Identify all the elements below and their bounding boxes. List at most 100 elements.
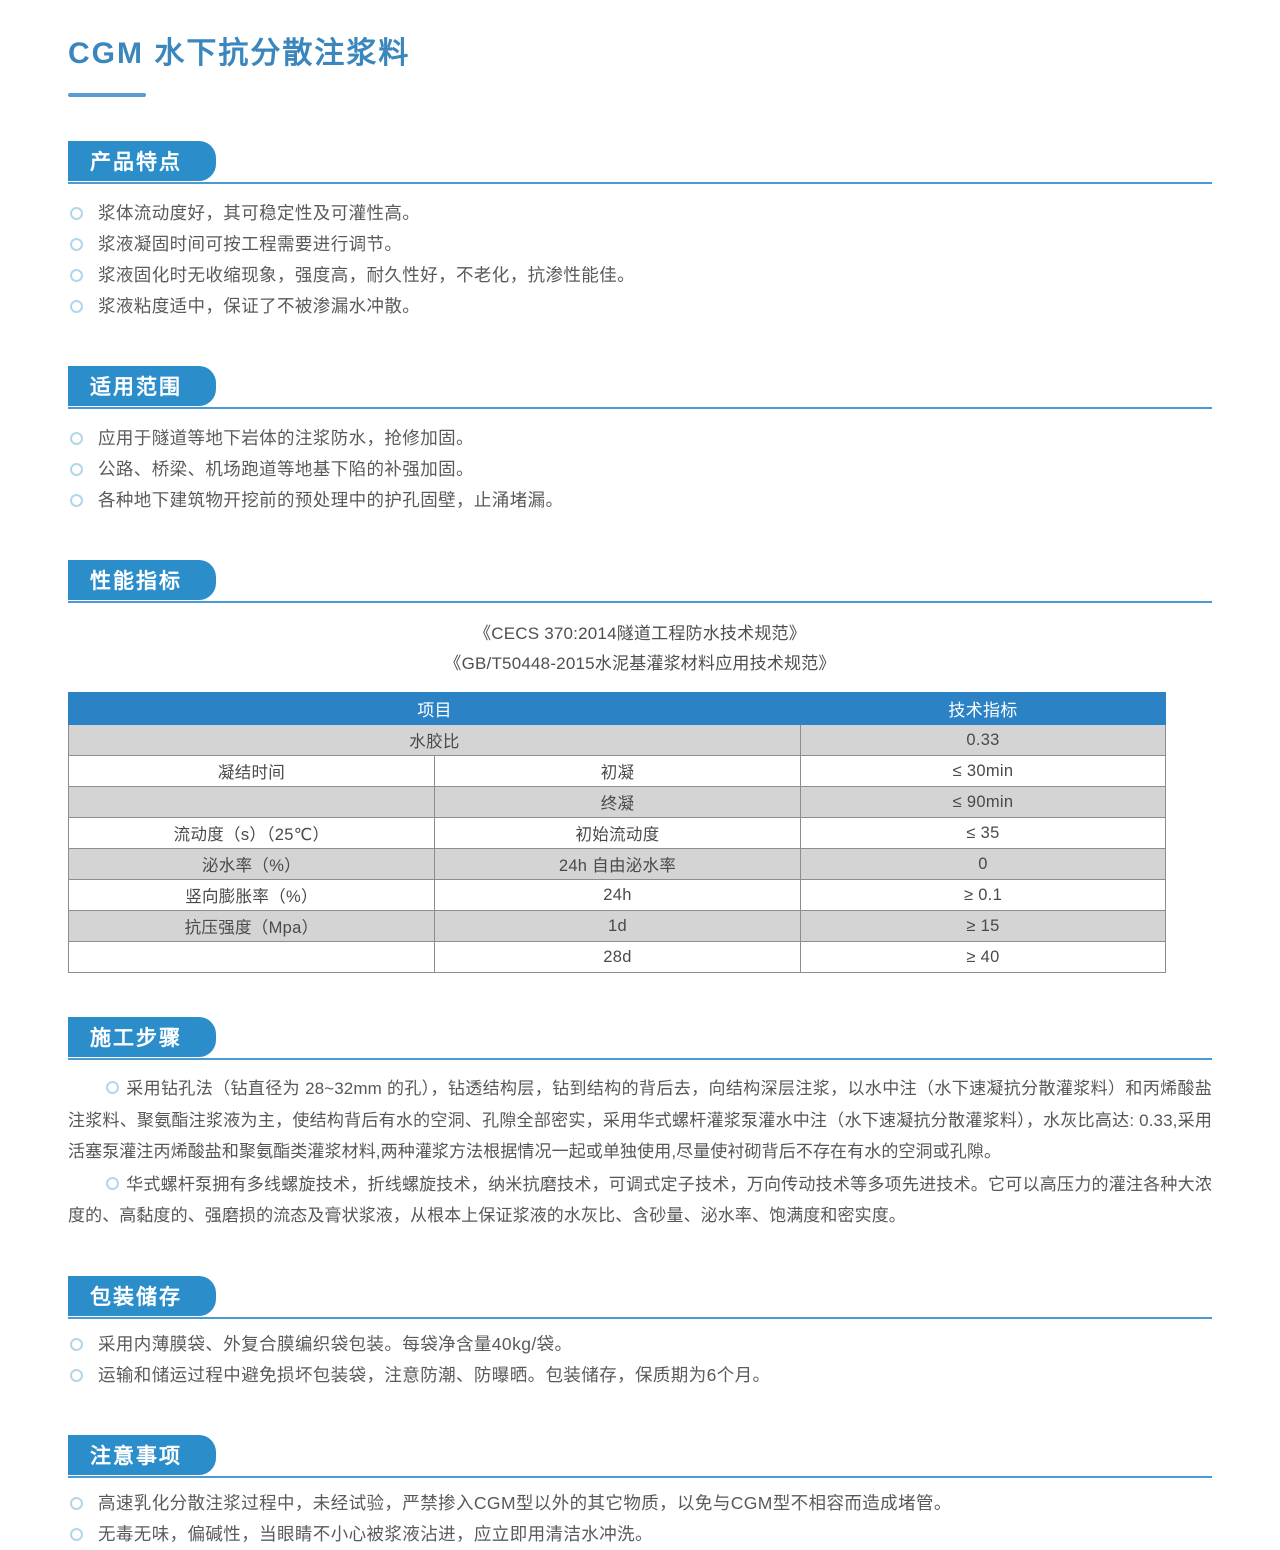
section-performance: 性能指标 《CECS 370:2014隧道工程防水技术规范》 《GB/T5044…: [67, 560, 1212, 974]
ring-bullet-icon: [70, 1368, 83, 1382]
ring-bullet-icon: [70, 463, 83, 477]
ring-bullet-icon: [106, 1081, 119, 1095]
column-header-item: 项目: [67, 692, 802, 726]
list-item: 浆液粘度适中，保证了不被渗漏水冲散。: [68, 291, 1212, 322]
section-divider-line: [68, 407, 1212, 410]
table-row: 竖向膨胀率（%） 24h ≥ 0.1: [68, 879, 1167, 912]
cell-spec: ≤ 35: [800, 817, 1167, 850]
standard-line: 《GB/T50448-2015水泥基灌浆材料应用技术规范》: [444, 654, 836, 674]
ring-bullet-icon: [70, 432, 83, 446]
table-row: 终凝 ≤ 90min: [68, 786, 1167, 819]
list-item-text: 浆液凝固时间可按工程需要进行调节。: [98, 234, 403, 255]
ring-bullet-icon: [70, 1337, 83, 1351]
list-item-text: 无毒无味，偏碱性，当眼睛不小心被浆液沾进，应立即用清洁水冲洗。: [98, 1523, 653, 1544]
list-item: 高速乳化分散注浆过程中，未经试验，严禁掺入CGM型以外的其它物质，以免与CGM型…: [68, 1488, 1212, 1519]
list-item-text: 高速乳化分散注浆过程中，未经试验，严禁掺入CGM型以外的其它物质，以免与CGM型…: [98, 1492, 952, 1513]
list-item-text: 采用内薄膜袋、外复合膜编织袋包装。每袋净含量40kg/袋。: [98, 1333, 573, 1354]
table-row: 水胶比 0.33: [67, 724, 1167, 757]
page-title: CGM 水下抗分散注浆料: [68, 37, 411, 71]
notes-list: 高速乳化分散注浆过程中，未经试验，严禁掺入CGM型以外的其它物质，以免与CGM型…: [68, 1488, 1212, 1550]
column-header-spec: 技术指标: [800, 692, 1167, 726]
section-header-steps: 施工步骤: [68, 1017, 1212, 1061]
cell-subitem: 初凝: [433, 755, 802, 788]
section-tab-label: 性能指标: [68, 560, 216, 601]
list-item-text: 公路、桥梁、机场跑道等地基下陷的补强加固。: [98, 459, 474, 480]
cell-item: 抗压强度（Mpa）: [68, 910, 435, 943]
ring-bullet-icon: [70, 1496, 83, 1510]
cell-spec: 0.33: [800, 724, 1167, 757]
section-steps: 施工步骤 采用钻孔法（钻直径为 28~32mm 的孔），钻透结构层，钻到结构的背…: [68, 1017, 1212, 1232]
list-item-text: 各种地下建筑物开挖前的预处理中的护孔固壁，止涌堵漏。: [98, 490, 564, 511]
ring-bullet-icon: [70, 1527, 83, 1541]
product-datasheet-page: CGM 水下抗分散注浆料 产品特点 浆体流动度好，其可稳定性及可灌性高。 浆液凝…: [0, 20, 1280, 1550]
cell-item: [68, 786, 435, 819]
ring-bullet-icon: [70, 269, 83, 283]
section-tab-label: 包装储存: [68, 1275, 216, 1316]
section-divider-line: [68, 601, 1212, 604]
cell-subitem: 24h: [433, 879, 802, 912]
section-header-notes: 注意事项: [68, 1434, 1212, 1478]
section-divider-line: [68, 1058, 1212, 1061]
step-paragraph: 采用钻孔法（钻直径为 28~32mm 的孔），钻透结构层，钻到结构的背后去，向结…: [68, 1073, 1212, 1168]
step-paragraph: 华式螺杆泵拥有多线螺旋技术，折线螺旋技术，纳米抗磨技术，可调式定子技术，万向传动…: [68, 1169, 1212, 1232]
section-features: 产品特点 浆体流动度好，其可稳定性及可灌性高。 浆液凝固时间可按工程需要进行调节…: [68, 141, 1212, 322]
section-header-features: 产品特点: [68, 141, 1212, 185]
table-row: 凝结时间 初凝 ≤ 30min: [68, 755, 1167, 788]
cell-subitem: 初始流动度: [433, 817, 802, 850]
section-header-performance: 性能指标: [68, 560, 1212, 604]
cell-spec: ≥ 0.1: [800, 879, 1167, 912]
section-tab-label: 施工步骤: [68, 1017, 216, 1058]
section-notes: 注意事项 高速乳化分散注浆过程中，未经试验，严禁掺入CGM型以外的其它物质，以免…: [68, 1434, 1212, 1550]
cell-subitem: 终凝: [433, 786, 802, 819]
table-row: 流动度（s）（25℃） 初始流动度 ≤ 35: [68, 817, 1167, 850]
section-header-scope: 适用范围: [68, 366, 1212, 410]
features-list: 浆体流动度好，其可稳定性及可灌性高。 浆液凝固时间可按工程需要进行调节。 浆液固…: [68, 198, 1212, 322]
ring-bullet-icon: [70, 238, 83, 252]
section-tab-label: 注意事项: [68, 1434, 216, 1475]
standards-references: 《CECS 370:2014隧道工程防水技术规范》 《GB/T50448-201…: [68, 619, 1212, 679]
cell-item: 流动度（s）（25℃）: [68, 817, 435, 850]
list-item-text: 浆液粘度适中，保证了不被渗漏水冲散。: [98, 296, 421, 317]
list-item: 各种地下建筑物开挖前的预处理中的护孔固壁，止涌堵漏。: [68, 485, 1212, 516]
section-header-packaging: 包装储存: [68, 1275, 1212, 1319]
ring-bullet-icon: [70, 207, 83, 221]
ring-bullet-icon: [70, 300, 83, 314]
cell-item: 竖向膨胀率（%）: [68, 879, 435, 912]
list-item-text: 浆液固化时无收缩现象，强度高，耐久性好，不老化，抗渗性能佳。: [98, 265, 635, 286]
list-item: 公路、桥梁、机场跑道等地基下陷的补强加固。: [68, 454, 1212, 485]
cell-subitem: 24h 自由泌水率: [433, 848, 802, 881]
cell-subitem: 1d: [433, 910, 802, 943]
spec-table: 项目 技术指标 水胶比 0.33 凝结时间 初凝 ≤ 30min 终凝 ≤ 90…: [67, 692, 1167, 974]
section-packaging: 包装储存 采用内薄膜袋、外复合膜编织袋包装。每袋净含量40kg/袋。 运输和储运…: [68, 1275, 1212, 1391]
table-row: 泌水率（%） 24h 自由泌水率 0: [68, 848, 1167, 881]
cell-spec: 0: [800, 848, 1167, 881]
list-item: 浆体流动度好，其可稳定性及可灌性高。: [68, 198, 1212, 229]
cell-spec: ≥ 15: [800, 910, 1167, 943]
list-item: 应用于隧道等地下岩体的注浆防水，抢修加固。: [68, 423, 1212, 454]
title-underline-rule: [68, 93, 146, 98]
list-item: 浆液凝固时间可按工程需要进行调节。: [68, 229, 1212, 260]
table-row: 抗压强度（Mpa） 1d ≥ 15: [68, 910, 1167, 943]
cell-item: 水胶比: [67, 724, 802, 757]
list-item-text: 运输和储运过程中避免损坏包装袋，注意防潮、防曝晒。包装储存，保质期为6个月。: [98, 1364, 771, 1385]
section-divider-line: [68, 182, 1212, 185]
list-item: 无毒无味，偏碱性，当眼睛不小心被浆液沾进，应立即用清洁水冲洗。: [68, 1519, 1212, 1550]
cell-spec: ≥ 40: [800, 941, 1167, 974]
list-item: 采用内薄膜袋、外复合膜编织袋包装。每袋净含量40kg/袋。: [68, 1329, 1212, 1360]
cell-spec: ≤ 30min: [800, 755, 1167, 788]
ring-bullet-icon: [70, 494, 83, 508]
section-tab-label: 适用范围: [68, 366, 216, 407]
step-paragraph-text: 采用钻孔法（钻直径为 28~32mm 的孔），钻透结构层，钻到结构的背后去，向结…: [68, 1079, 1212, 1162]
cell-subitem: 28d: [433, 941, 802, 974]
cell-item: [68, 941, 435, 974]
table-header-row: 项目 技术指标: [67, 692, 1167, 726]
packaging-list: 采用内薄膜袋、外复合膜编织袋包装。每袋净含量40kg/袋。 运输和储运过程中避免…: [68, 1329, 1212, 1391]
step-paragraph-text: 华式螺杆泵拥有多线螺旋技术，折线螺旋技术，纳米抗磨技术，可调式定子技术，万向传动…: [68, 1174, 1212, 1226]
section-tab-label: 产品特点: [68, 141, 216, 182]
list-item: 运输和储运过程中避免损坏包装袋，注意防潮、防曝晒。包装储存，保质期为6个月。: [68, 1360, 1212, 1391]
list-item: 浆液固化时无收缩现象，强度高，耐久性好，不老化，抗渗性能佳。: [68, 260, 1212, 291]
cell-spec: ≤ 90min: [800, 786, 1167, 819]
section-divider-line: [68, 1316, 1212, 1319]
table-row: 28d ≥ 40: [68, 941, 1167, 974]
ring-bullet-icon: [106, 1176, 119, 1190]
